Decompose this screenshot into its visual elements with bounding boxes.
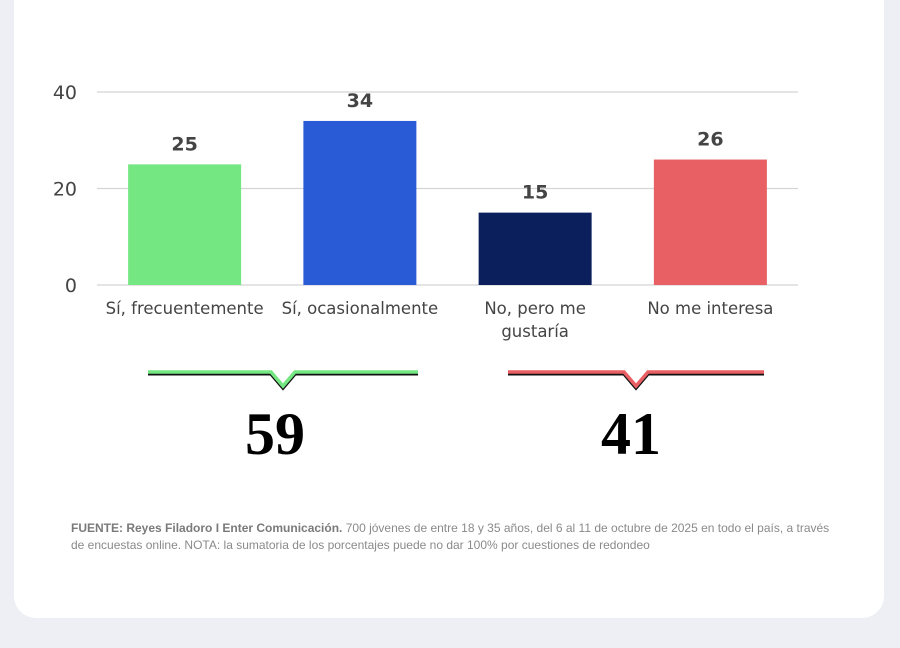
data-label: 15 xyxy=(522,182,548,204)
x-tick-label: No me interesa xyxy=(647,299,773,318)
data-label: 26 xyxy=(697,129,723,151)
total-no: 41 xyxy=(601,401,661,467)
y-tick-label: 0 xyxy=(65,275,77,297)
bar xyxy=(478,212,592,285)
bar xyxy=(303,120,417,285)
chart-card xyxy=(14,0,884,618)
footnote: FUENTE: Reyes Filadoro I Enter Comunicac… xyxy=(71,520,831,554)
group-bracket xyxy=(148,370,418,389)
x-tick-label: No, pero me xyxy=(484,299,586,318)
bar xyxy=(128,164,242,285)
footnote-source: FUENTE: Reyes Filadoro I Enter Comunicac… xyxy=(71,521,343,535)
footnote-text: 700 jóvenes de entre 18 y 35 años, del 6… xyxy=(71,521,830,552)
bar xyxy=(653,159,767,285)
x-tick-label: Sí, ocasionalmente xyxy=(282,299,439,318)
x-tick-label: gustaría xyxy=(501,322,569,341)
y-tick-label: 40 xyxy=(53,82,77,104)
data-label: 34 xyxy=(347,90,373,112)
data-label: 25 xyxy=(171,133,197,155)
x-tick-label: Sí, frecuentemente xyxy=(106,299,264,318)
group-bracket xyxy=(508,370,764,389)
y-tick-label: 20 xyxy=(53,179,77,201)
total-yes: 59 xyxy=(245,401,305,467)
